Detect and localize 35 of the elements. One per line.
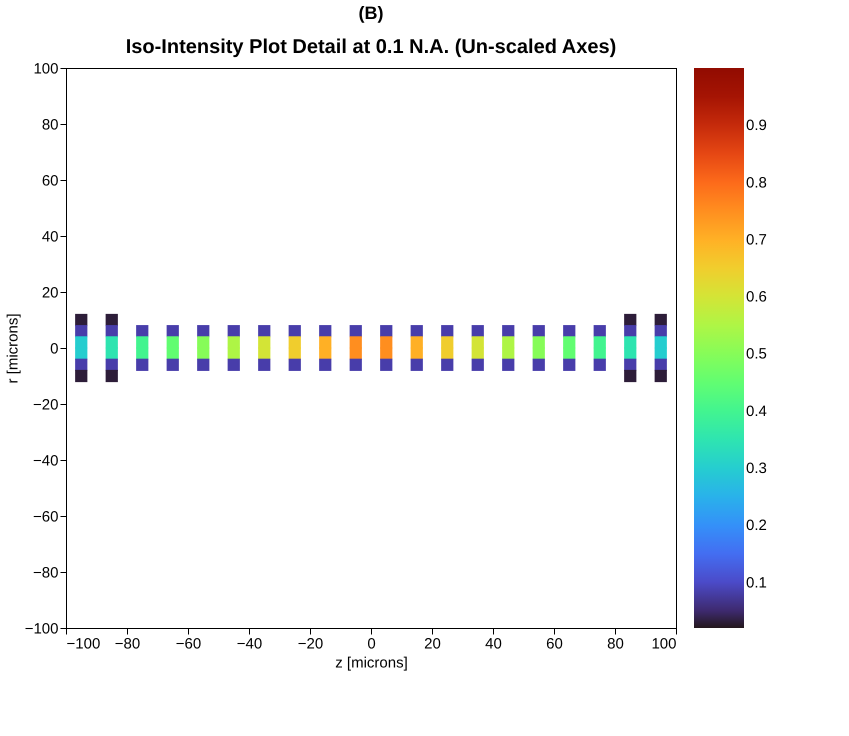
- y-tick-label: −80: [33, 564, 58, 582]
- x-tick-label: 20: [424, 636, 441, 652]
- x-tick-label: 40: [485, 636, 502, 652]
- x-tick-label: 60: [546, 636, 563, 652]
- color-bar-label: 0.1: [746, 574, 767, 592]
- color-bar-label: 0.9: [746, 117, 767, 134]
- x-tick-label: −60: [176, 636, 202, 652]
- y-tick-label: 0: [50, 340, 58, 358]
- x-tick-label: −20: [298, 636, 324, 652]
- y-tick-label: 80: [42, 116, 58, 134]
- x-tick-label: 0: [367, 636, 376, 652]
- y-tick-label: 40: [42, 228, 58, 246]
- color-bar-label: 0.3: [746, 460, 767, 477]
- color-bar-label: 0.5: [746, 346, 767, 363]
- color-bar-label: 0.4: [746, 402, 767, 420]
- chart-title: (B): [358, 3, 384, 23]
- x-axis-title: z [microns]: [335, 654, 408, 672]
- chart-subtitle: Iso-Intensity Plot Detail at 0.1 N.A. (Un-scaled Axes): [126, 36, 616, 58]
- color-bar-label: 0.6: [746, 288, 767, 306]
- x-tick-label: 80: [607, 636, 624, 652]
- y-axis-title: r [microns]: [4, 313, 22, 384]
- y-tick-label: 60: [42, 172, 58, 190]
- x-tick-label: 100: [651, 636, 676, 652]
- x-tick-label: −100: [66, 636, 100, 652]
- color-bar-label: 0.2: [746, 517, 767, 534]
- color-bar-label: 0.8: [746, 174, 767, 192]
- y-tick-label: −100: [24, 620, 58, 638]
- y-tick-label: 20: [42, 284, 58, 302]
- y-tick-label: −20: [33, 396, 58, 414]
- y-tick-label: −60: [33, 508, 58, 526]
- x-tick-label: −80: [114, 636, 140, 652]
- color-bar-label: 0.7: [746, 231, 767, 248]
- y-tick-label: 100: [33, 60, 58, 78]
- x-tick-label: −40: [236, 636, 262, 652]
- y-tick-label: −40: [33, 452, 58, 470]
